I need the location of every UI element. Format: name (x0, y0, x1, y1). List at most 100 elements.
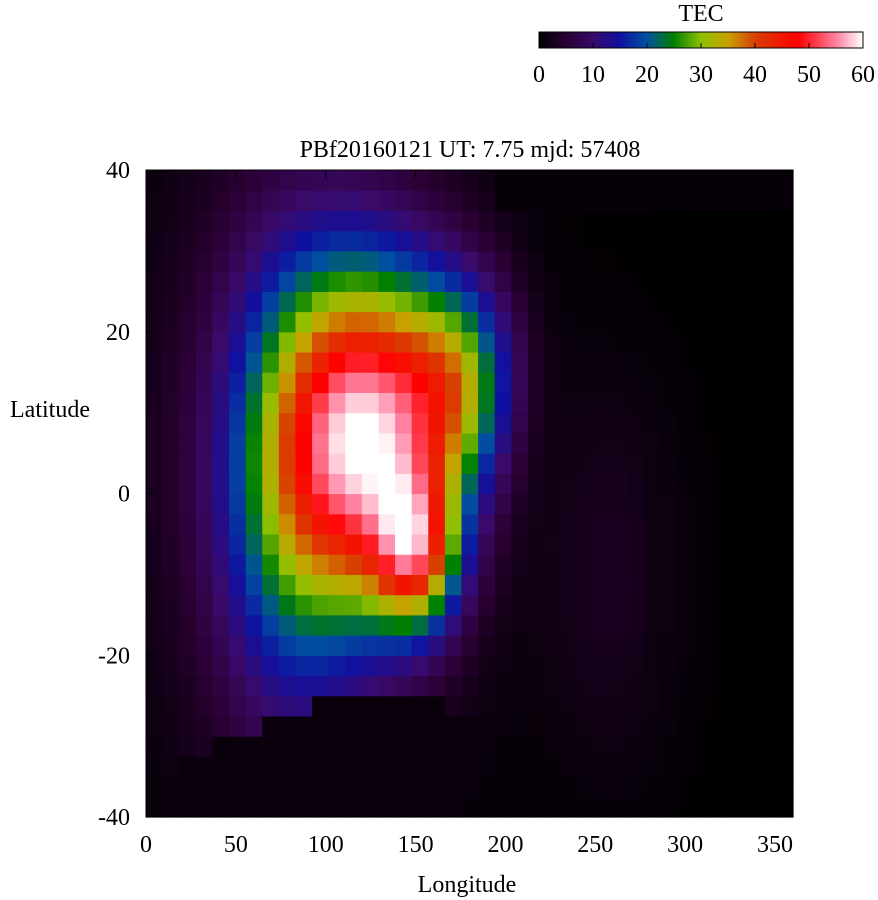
heatmap-cell (212, 432, 230, 454)
heatmap-cell (428, 736, 446, 757)
heatmap-cell (594, 695, 612, 717)
heatmap-cell (511, 351, 529, 373)
heatmap-cell (743, 372, 762, 394)
heatmap-cell (162, 331, 180, 353)
heatmap-cell (461, 675, 479, 697)
heatmap-cell (627, 736, 645, 757)
heatmap-cell (195, 190, 214, 212)
heatmap-cell (229, 271, 247, 292)
heatmap-cell (694, 190, 712, 212)
heatmap-cell (478, 271, 496, 292)
heatmap-cell (179, 271, 197, 292)
heatmap-cell (494, 574, 512, 596)
heatmap-cell (660, 190, 679, 212)
heatmap-cell (527, 392, 546, 414)
heatmap-cell (594, 392, 612, 414)
heatmap-cell (378, 554, 396, 575)
heatmap-cell (644, 655, 662, 677)
heatmap-cell (378, 351, 396, 373)
heatmap-cell (312, 412, 330, 434)
heatmap-cell (544, 170, 562, 191)
heatmap-cell (627, 675, 645, 697)
heatmap-cell (295, 736, 313, 757)
heatmap-cell (428, 614, 446, 636)
heatmap-cell (295, 250, 313, 272)
heatmap-cell (162, 473, 180, 495)
heatmap-cell (179, 372, 197, 394)
heatmap-cell (577, 412, 595, 434)
heatmap-cell (395, 695, 413, 717)
heatmap-cell (444, 695, 463, 717)
heatmap-cell (677, 695, 695, 717)
heatmap-cell (710, 291, 728, 313)
heatmap-cell (594, 635, 612, 656)
heatmap-cell (727, 736, 745, 757)
heatmap-cell (378, 796, 396, 818)
heatmap-cell (527, 695, 546, 717)
heatmap-cell (245, 655, 263, 677)
heatmap-cell (494, 533, 512, 555)
heatmap-cell (146, 493, 164, 515)
heatmap-cell (627, 210, 645, 232)
heatmap-cell (229, 675, 247, 697)
heatmap-cell (777, 493, 794, 515)
heatmap-cell (777, 372, 794, 394)
heatmap-cell (677, 250, 695, 272)
heatmap-cell (594, 331, 612, 353)
heatmap-cell (262, 372, 280, 394)
heatmap-cell (610, 210, 629, 232)
heatmap-cell (444, 473, 463, 495)
heatmap-cell (710, 351, 728, 373)
heatmap-cell (295, 796, 313, 818)
heatmap-cell (494, 311, 512, 333)
heatmap-cell (212, 372, 230, 394)
heatmap-cell (743, 635, 762, 656)
heatmap-cell (361, 574, 380, 596)
heatmap-cell (694, 655, 712, 677)
heatmap-cell (743, 675, 762, 697)
heatmap-cell (411, 372, 429, 394)
heatmap-cell (627, 594, 645, 616)
heatmap-cell (544, 493, 562, 515)
heatmap-cell (544, 210, 562, 232)
y-tick-label: 40 (106, 158, 130, 184)
heatmap-cell (195, 453, 214, 474)
heatmap-cell (395, 635, 413, 656)
heatmap-cell (295, 372, 313, 394)
heatmap-cell (677, 796, 695, 818)
heatmap-cell (328, 533, 346, 555)
heatmap-cell (694, 432, 712, 454)
heatmap-cell (660, 170, 679, 191)
heatmap-cell (395, 655, 413, 677)
heatmap-cell (561, 170, 579, 191)
heatmap-cell (378, 473, 396, 495)
heatmap-cell (461, 250, 479, 272)
x-tick-label: 0 (140, 832, 152, 858)
heatmap-cell (677, 533, 695, 555)
heatmap-cell (328, 574, 346, 596)
heatmap-cell (179, 190, 197, 212)
heatmap-cell (411, 756, 429, 778)
heatmap-cell (212, 473, 230, 495)
heatmap-cell (760, 392, 778, 414)
heatmap-cell (561, 756, 579, 778)
heatmap-cell (627, 250, 645, 272)
heatmap-cell (710, 432, 728, 454)
heatmap-cell (511, 493, 529, 515)
heatmap-cell (378, 453, 396, 474)
heatmap-cell (677, 311, 695, 333)
heatmap-cell (610, 271, 629, 292)
heatmap-cell (461, 715, 479, 737)
heatmap-cell (677, 230, 695, 252)
heatmap-cell (361, 493, 380, 515)
heatmap-cell (262, 554, 280, 575)
heatmap-cell (511, 392, 529, 414)
heatmap-cell (411, 715, 429, 737)
heatmap-cell (212, 533, 230, 555)
heatmap-cell (561, 432, 579, 454)
heatmap-cell (411, 493, 429, 515)
heatmap-cell (179, 614, 197, 636)
heatmap-cell (411, 513, 429, 535)
y-tick-label: -20 (98, 643, 130, 669)
heatmap-cell (212, 190, 230, 212)
